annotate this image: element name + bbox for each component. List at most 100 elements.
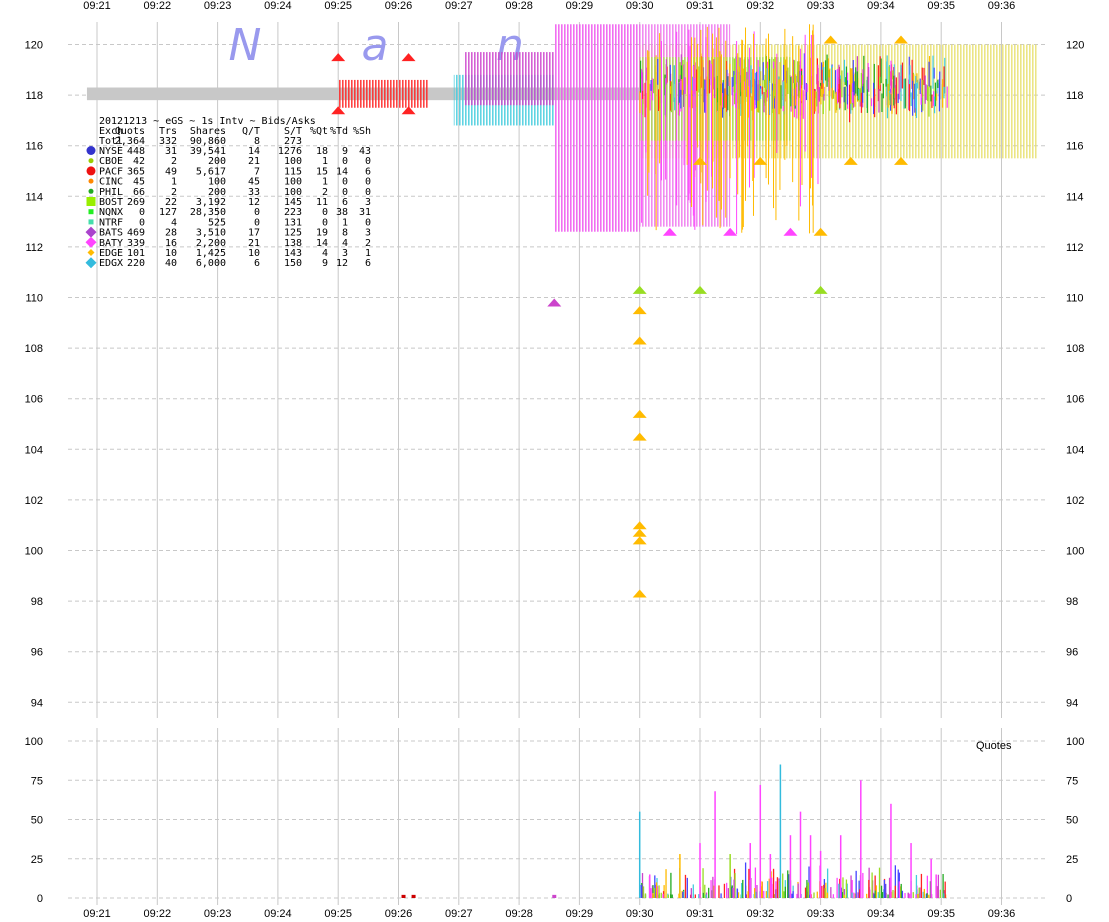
x-tick-label-top: 09:35 [927, 0, 955, 12]
legend-cell: 43 [359, 146, 371, 157]
x-tick-label-bottom: 09:33 [807, 908, 835, 920]
legend-cell: 7 [254, 166, 260, 177]
legend-cell: 6,000 [196, 258, 226, 269]
legend-cell: 1276 [278, 146, 302, 157]
y-tick-label-right: 106 [1066, 394, 1084, 406]
legend-swatch-phil [88, 188, 94, 194]
legend-cell: 2 [322, 187, 328, 198]
legend-cell: 1 [322, 177, 328, 188]
band-bats [463, 52, 555, 106]
y-tick-label-left: 118 [25, 90, 43, 102]
legend-cell: 2,200 [196, 238, 226, 249]
trade-marker [823, 35, 838, 44]
legend-cell: 138 [284, 238, 302, 249]
y-tick-label-left: 112 [25, 242, 43, 254]
legend-cell: 3,192 [196, 197, 226, 208]
legend-total-cell: 273 [284, 136, 302, 147]
legend-cell: 101 [127, 248, 145, 259]
legend-cell: 12 [336, 258, 348, 269]
legend-swatch-baty [85, 236, 97, 248]
legend-cell: 448 [127, 146, 145, 157]
legend-header-quots: Quots [115, 126, 145, 137]
legend-cell: 0 [342, 177, 348, 188]
legend-cell: 0 [365, 217, 371, 228]
y-tick-label-right: 96 [1066, 647, 1078, 659]
y-tick-label-right: 120 [1066, 40, 1084, 52]
legend-cell: 14 [316, 238, 328, 249]
x-tick-label-bottom: 09:29 [566, 908, 594, 920]
legend-cell: 2 [365, 238, 371, 249]
y-tick-label-right: 98 [1066, 596, 1078, 608]
y-tick-label-right: 100 [1066, 546, 1084, 558]
trade-marker [783, 227, 798, 236]
x-tick-label-top: 09:32 [747, 0, 775, 12]
legend-cell: 11 [316, 197, 328, 208]
legend-swatch-ntrf [88, 219, 94, 225]
legend-swatch-nqnx [88, 209, 94, 215]
legend-cell: 100 [284, 177, 302, 188]
legend-cell: 0 [365, 177, 371, 188]
legend-header-qt: %Qt [310, 126, 328, 137]
y-tick-label-left: 110 [25, 293, 43, 305]
legend-cell: 0 [365, 187, 371, 198]
axis-ticks: 09:21 09:21 09:22 09:22 09:23 09:23 09:24 09:24… [25, 0, 1085, 920]
x-tick-label-top: 09:31 [686, 0, 714, 12]
legend-exch-bats: BATS [99, 228, 123, 239]
x-tick-label-bottom: 09:26 [385, 908, 413, 920]
x-tick-label-bottom: 09:31 [686, 908, 714, 920]
legend-total-cell: 332 [159, 136, 177, 147]
legend-cell: 42 [133, 156, 145, 167]
y-tick-label-left: 114 [25, 191, 43, 203]
trade-marker [401, 106, 416, 115]
legend-swatch-cboe [88, 158, 94, 164]
watermark-letter: a [362, 20, 389, 71]
legend-exch-bost: BOST [99, 197, 123, 208]
legend-header-qt: Q/T [242, 126, 260, 137]
legend-cell: 143 [284, 248, 302, 259]
y-tick-label-right: 94 [1066, 697, 1078, 709]
legend-cell: 1 [365, 248, 371, 259]
legend-cell: 5,617 [196, 166, 226, 177]
legend-cell: 4 [342, 238, 348, 249]
y-tick-label-right: 118 [1066, 90, 1084, 102]
legend-cell: 31 [165, 146, 177, 157]
legend-cell: 6 [365, 166, 371, 177]
legend-cell: 200 [208, 156, 226, 167]
legend-cell: 10 [165, 248, 177, 259]
trade-marker [894, 35, 908, 44]
legend-cell: 15 [316, 166, 328, 177]
trade-marker [693, 285, 707, 294]
legend-cell: 339 [127, 238, 145, 249]
legend-swatch-edgx [85, 257, 97, 269]
trade-marker [632, 536, 647, 545]
legend-cell: 100 [284, 187, 302, 198]
legend-cell: 365 [127, 166, 145, 177]
x-tick-label-bottom: 09:24 [264, 908, 292, 920]
legend-header-trs: Trs [159, 126, 177, 137]
x-tick-label-bottom: 09:30 [626, 908, 654, 920]
trade-markers [331, 35, 908, 598]
trade-marker [632, 409, 647, 418]
legend-cell: 16 [165, 238, 177, 249]
legend-cell: 10 [248, 248, 260, 259]
x-tick-label-bottom: 09:34 [867, 908, 895, 920]
legend-cell: 131 [284, 217, 302, 228]
legend-cell: 0 [254, 207, 260, 218]
legend-exch-ntrf: NTRF [99, 217, 123, 228]
legend-cell: 3 [342, 248, 348, 259]
legend-cell: 33 [248, 187, 260, 198]
quote-count-spikes [401, 764, 947, 898]
legend-cell: 2 [171, 187, 177, 198]
legend-exch-edgx: EDGX [99, 258, 123, 269]
trade-marker [813, 227, 828, 236]
quote-tick-label-right: 100 [1066, 736, 1084, 748]
legend-cell: 14 [248, 146, 260, 157]
legend-cell: 6 [342, 197, 348, 208]
legend-header-sh: %Sh [353, 126, 371, 137]
y-tick-label-right: 102 [1066, 495, 1084, 507]
x-tick-label-top: 09:27 [445, 0, 473, 12]
legend-cell: 6 [365, 258, 371, 269]
x-tick-label-top: 09:21 [83, 0, 111, 12]
legend-cell: 220 [127, 258, 145, 269]
legend-cell: 28 [165, 228, 177, 239]
